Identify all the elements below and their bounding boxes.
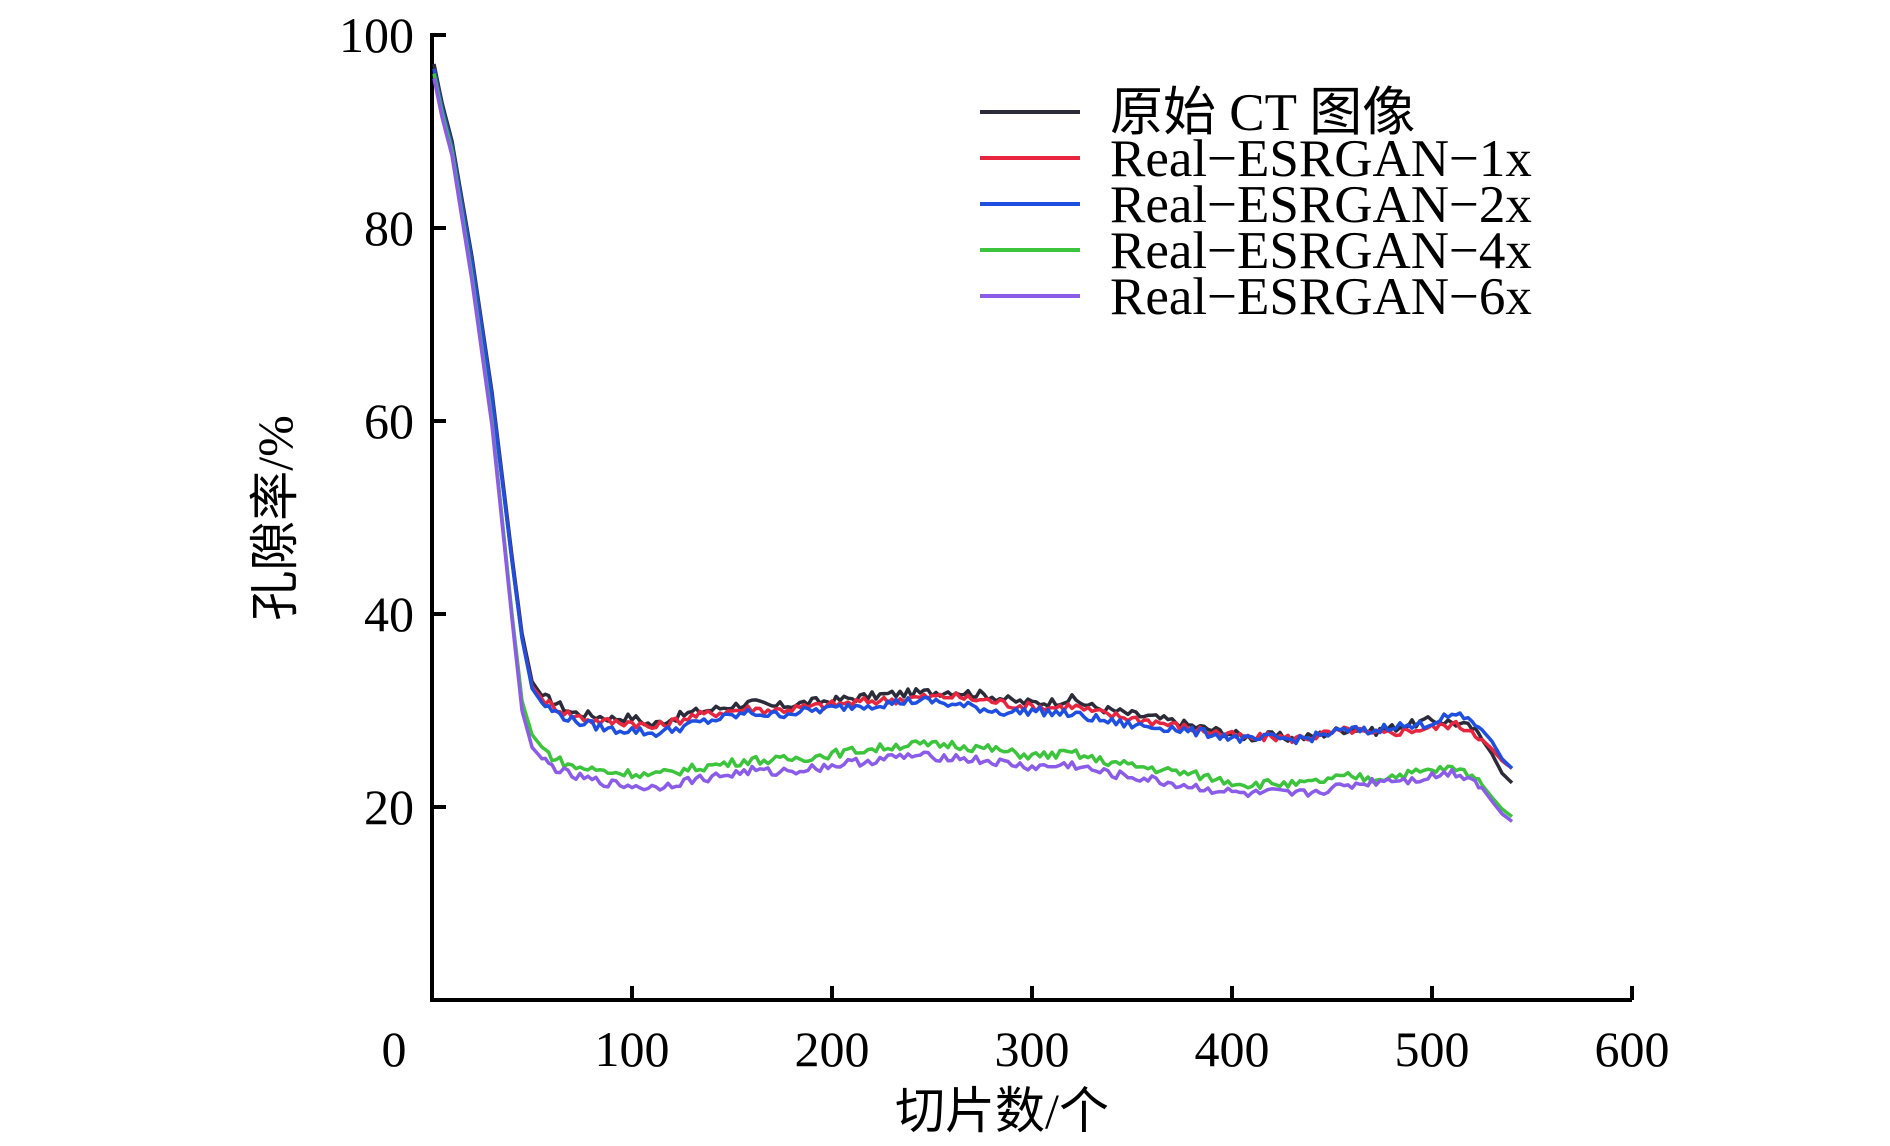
series-line bbox=[432, 78, 1514, 823]
series-line bbox=[432, 73, 1514, 818]
x-tick-label: 400 bbox=[1195, 1021, 1270, 1077]
legend-label: Real−ESRGAN−1x bbox=[1110, 130, 1532, 188]
series-lines bbox=[432, 63, 1514, 823]
y-axis-title: 孔隙率/% bbox=[247, 415, 303, 621]
legend: 原始 CT 图像Real−ESRGAN−1xReal−ESRGAN−2xReal… bbox=[980, 84, 1532, 326]
y-tick-label: 100 bbox=[339, 7, 414, 63]
x-tick-label: 200 bbox=[795, 1021, 870, 1077]
legend-label: Real−ESRGAN−2x bbox=[1110, 176, 1532, 234]
x-tick-label: 100 bbox=[595, 1021, 670, 1077]
y-tick-label: 20 bbox=[364, 779, 414, 835]
x-tick-label: 300 bbox=[995, 1021, 1070, 1077]
x-tick-label: 0 bbox=[382, 1021, 407, 1077]
axes: 0 100 200 300 400 500 600 20 40 60 80 100 bbox=[339, 7, 1670, 1077]
legend-label: Real−ESRGAN−4x bbox=[1110, 222, 1532, 280]
legend-label: 原始 CT 图像 bbox=[1110, 84, 1415, 142]
x-axis-title: 切片数/个 bbox=[895, 1083, 1109, 1139]
y-tick-label: 40 bbox=[364, 586, 414, 642]
y-tick-label: 80 bbox=[364, 200, 414, 256]
legend-label: Real−ESRGAN−6x bbox=[1110, 268, 1532, 326]
x-tick-label: 600 bbox=[1595, 1021, 1670, 1077]
series-line bbox=[432, 68, 1514, 770]
y-tick-label: 60 bbox=[364, 393, 414, 449]
x-tick-label: 500 bbox=[1395, 1021, 1470, 1077]
